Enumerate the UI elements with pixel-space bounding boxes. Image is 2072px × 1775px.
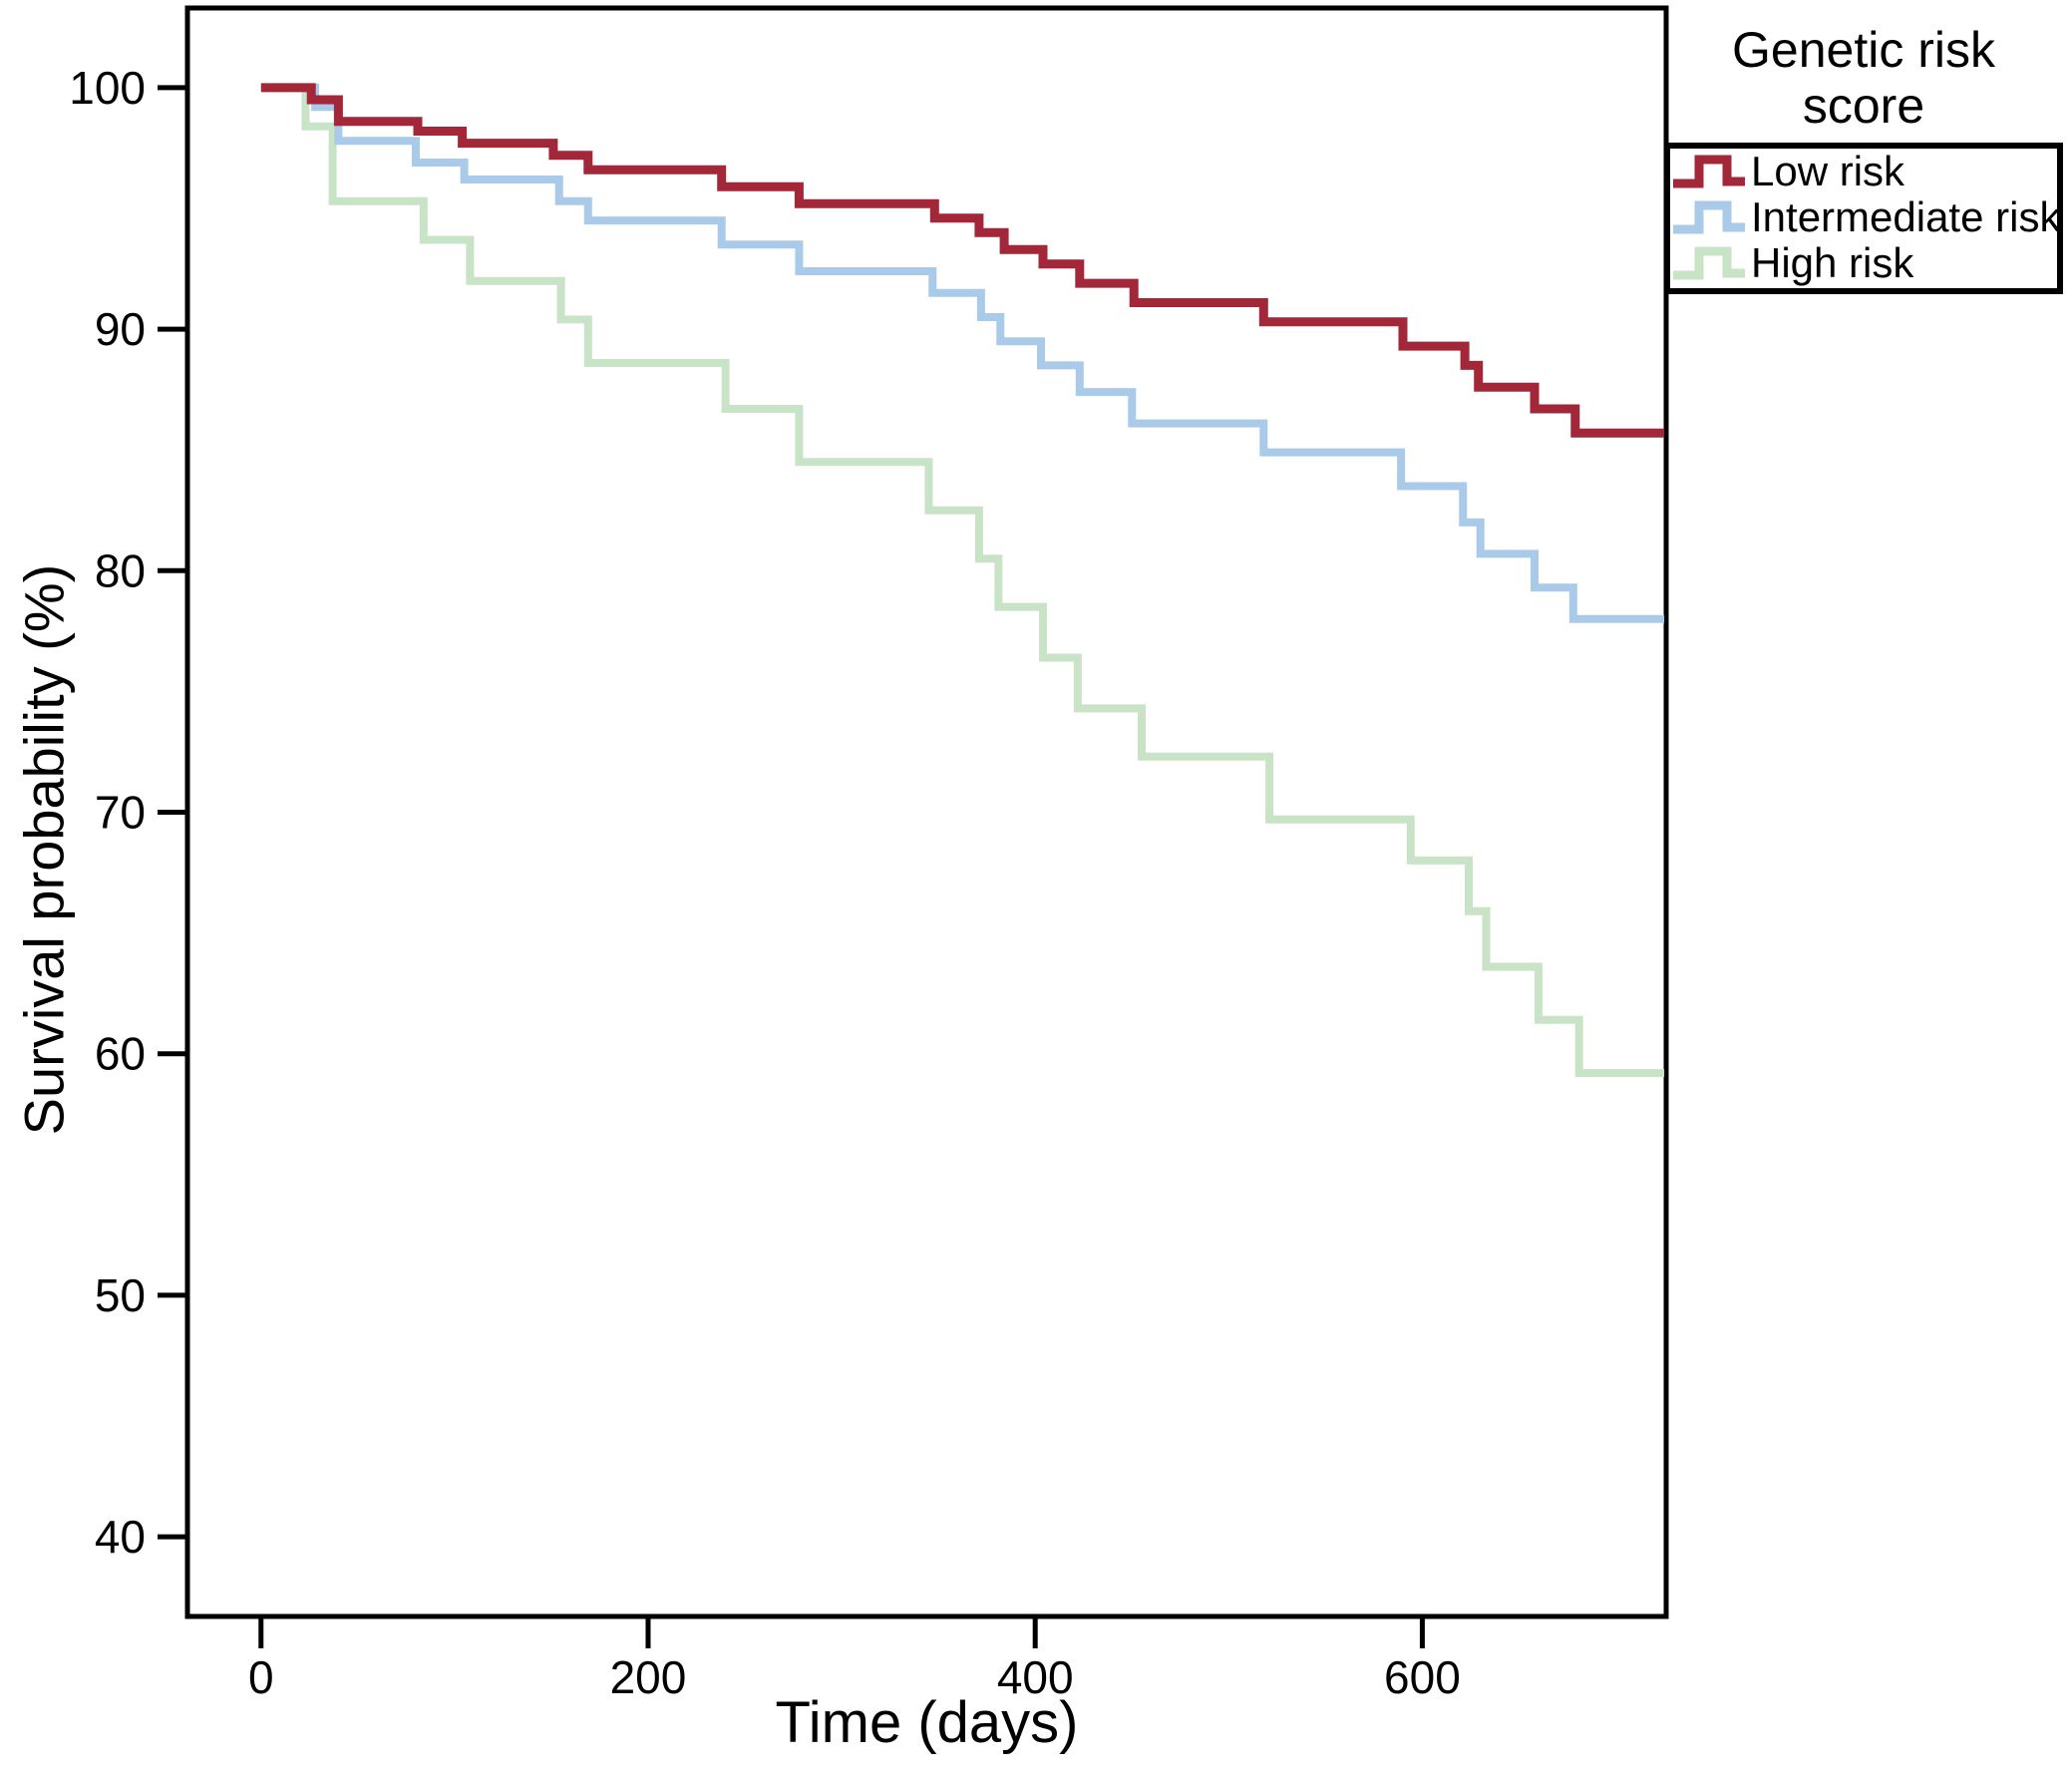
y-tick-label: 100 (69, 62, 146, 114)
y-tick-label: 40 (95, 1511, 146, 1563)
legend-swatch-high-risk (1673, 246, 1745, 280)
x-tick-label: 600 (1384, 1651, 1461, 1703)
legend-label-intermediate-risk: Intermediate risk (1751, 193, 2061, 240)
y-tick-label: 80 (95, 544, 146, 596)
legend-swatch-intermediate-risk (1673, 200, 1745, 234)
legend-title-line2: score (1802, 78, 1925, 134)
x-tick-label: 200 (610, 1651, 687, 1703)
y-axis-title: Survival probability (%) (12, 563, 76, 1136)
series-low-risk-line (260, 83, 1665, 438)
plot-border (184, 5, 1669, 1619)
legend-swatch-low-risk (1673, 155, 1745, 188)
y-tick-label: 50 (95, 1269, 146, 1321)
legend-box (1664, 143, 2063, 294)
x-tick-label: 0 (248, 1651, 274, 1703)
legend-title-line1: Genetic risk (1732, 22, 1995, 78)
legend-label-high-risk: High risk (1751, 239, 1914, 286)
legend-label-low-risk: Low risk (1751, 148, 1905, 194)
series-intermediate-risk-line (260, 83, 1665, 623)
y-tick-label: 60 (95, 1028, 146, 1080)
y-tick-label: 90 (95, 303, 146, 355)
y-tick-label: 70 (95, 787, 146, 839)
x-tick-label: 400 (997, 1651, 1074, 1703)
legend-title: Genetic risk score (1732, 22, 1995, 134)
series-high-risk-line (260, 83, 1665, 1078)
x-axis-title: Time (days) (775, 1690, 1079, 1755)
